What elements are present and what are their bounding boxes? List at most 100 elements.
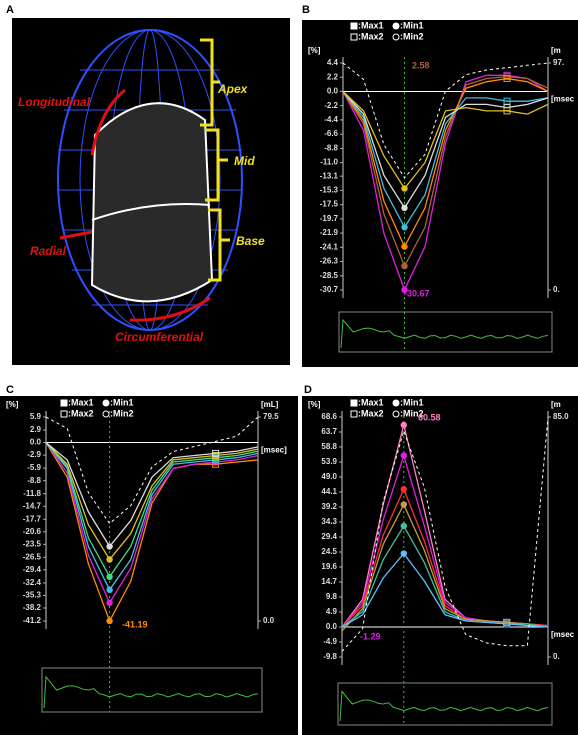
- y-tick-label: -23.5: [23, 539, 42, 548]
- y2-tick-label: 79.5: [263, 412, 279, 421]
- y-tick-label: 53.9: [321, 457, 337, 466]
- y-tick-label: 34.3: [321, 517, 337, 526]
- extreme-marker: [401, 422, 407, 428]
- extreme-marker: [106, 587, 112, 593]
- y-tick-label: -41.2: [23, 616, 42, 625]
- y-tick-label: -32.4: [23, 578, 42, 587]
- y2-axis-label: [mL]: [261, 400, 279, 409]
- legend-label: :Max2: [358, 408, 384, 418]
- y-tick-label: -4.9: [323, 637, 337, 646]
- legend-marker: [351, 23, 357, 29]
- label: Circumferential: [115, 330, 204, 344]
- y-tick-label: -29.4: [23, 565, 42, 574]
- y-tick-label: 49.0: [321, 472, 337, 481]
- y-tick-label: -24.1: [320, 242, 339, 251]
- annotation: 60.58: [418, 412, 441, 422]
- y-tick-label: -2.2: [324, 101, 338, 110]
- y-tick-label: 14.7: [321, 577, 337, 586]
- y-tick-label: -26.5: [23, 552, 42, 561]
- y-tick-label: 29.4: [321, 532, 337, 541]
- figure: A Apex Mid Base Longitudinal Radial Circ…: [0, 0, 578, 735]
- legend-label: :Min1: [400, 397, 424, 407]
- legend-label: :Min2: [110, 408, 134, 418]
- extreme-marker: [401, 205, 407, 211]
- panel-letter: A: [6, 4, 14, 16]
- y-tick-label: 0.0: [326, 622, 338, 631]
- y2-tick-label: 97.: [553, 58, 564, 67]
- y-tick-label: -14.7: [23, 501, 42, 510]
- y-tick-label: -4.4: [324, 115, 338, 124]
- extreme-marker: [401, 224, 407, 230]
- label: Apex: [217, 82, 249, 96]
- y-axis-label: [%]: [308, 400, 321, 409]
- annotation: -1.29: [360, 631, 381, 641]
- legend-label: :Max1: [68, 397, 94, 407]
- legend-label: :Min2: [400, 31, 424, 41]
- y-tick-label: -6.6: [324, 129, 338, 138]
- panel-letter: B: [302, 4, 310, 16]
- y-tick-label: 58.8: [321, 442, 337, 451]
- x-axis-label: [msec: [551, 630, 575, 639]
- extreme-marker: [106, 618, 112, 624]
- extreme-marker: [401, 185, 407, 191]
- panel-bg: [302, 396, 578, 735]
- y-tick-label: 24.5: [321, 547, 337, 556]
- y-tick-label: -20.6: [23, 527, 42, 536]
- y2-tick-label: 85.0: [553, 412, 569, 421]
- y-tick-label: -8.8: [27, 476, 41, 485]
- extreme-marker: [401, 501, 407, 507]
- y-tick-label: 9.8: [326, 592, 338, 601]
- legend-marker: [103, 400, 109, 406]
- y-tick-label: -5.9: [27, 463, 41, 472]
- extreme-marker: [106, 574, 112, 580]
- annotation: -30.67: [404, 288, 430, 298]
- extreme-marker: [401, 550, 407, 556]
- label: Longitudinal: [18, 95, 91, 109]
- y-tick-label: -28.5: [320, 271, 339, 280]
- x-axis-label: [msec]: [261, 446, 287, 455]
- extreme-marker: [401, 243, 407, 249]
- extreme-marker: [106, 543, 112, 549]
- legend-label: :Max1: [358, 20, 384, 30]
- legend-label: :Max2: [358, 31, 384, 41]
- y-tick-label: 2.2: [327, 72, 339, 81]
- legend-marker: [61, 400, 67, 406]
- legend-marker: [393, 400, 399, 406]
- y2-axis-label: [m: [551, 400, 561, 409]
- legend-label: :Max2: [68, 408, 94, 418]
- legend-label: :Min1: [110, 397, 134, 407]
- y-axis-label: [%]: [6, 400, 19, 409]
- y2-tick-label: 0.: [553, 652, 560, 661]
- extreme-marker: [401, 452, 407, 458]
- y-tick-label: -13.1: [320, 171, 339, 180]
- myocardium: [92, 103, 212, 301]
- y-tick-label: -30.7: [320, 285, 339, 294]
- y-tick-label: 68.6: [321, 412, 337, 421]
- y-tick-label: 44.1: [321, 487, 337, 496]
- x-axis-label: [msec: [551, 95, 575, 104]
- y-tick-label: -8.8: [324, 143, 338, 152]
- y-tick-label: -17.7: [23, 514, 42, 523]
- legend-marker: [393, 23, 399, 29]
- annotation: 2.58: [412, 60, 430, 70]
- extreme-marker: [401, 523, 407, 529]
- legend-label: :Min1: [400, 20, 424, 30]
- annotation: -41.19: [122, 619, 148, 629]
- y-tick-label: -26.3: [320, 257, 339, 266]
- y-tick-label: 19.6: [321, 562, 337, 571]
- y-tick-label: -35.3: [23, 591, 42, 600]
- y-tick-label: -21.9: [320, 228, 339, 237]
- label: Radial: [30, 244, 67, 258]
- y2-tick-label: 0.: [553, 285, 560, 294]
- y-tick-label: 4.4: [327, 58, 339, 67]
- y2-axis-label: [m: [551, 46, 561, 55]
- label: Mid: [234, 154, 255, 168]
- panel-a: A Apex Mid Base Longitudinal Radial Circ…: [6, 4, 290, 365]
- y2-tick-label: 0.0: [263, 616, 275, 625]
- y-tick-label: 4.9: [326, 607, 338, 616]
- y-tick-label: 5.9: [30, 412, 42, 421]
- y-tick-label: 0.0: [327, 87, 339, 96]
- y-tick-label: -38.2: [23, 603, 42, 612]
- panel-letter: D: [304, 384, 312, 396]
- y-axis-label: [%]: [308, 46, 321, 55]
